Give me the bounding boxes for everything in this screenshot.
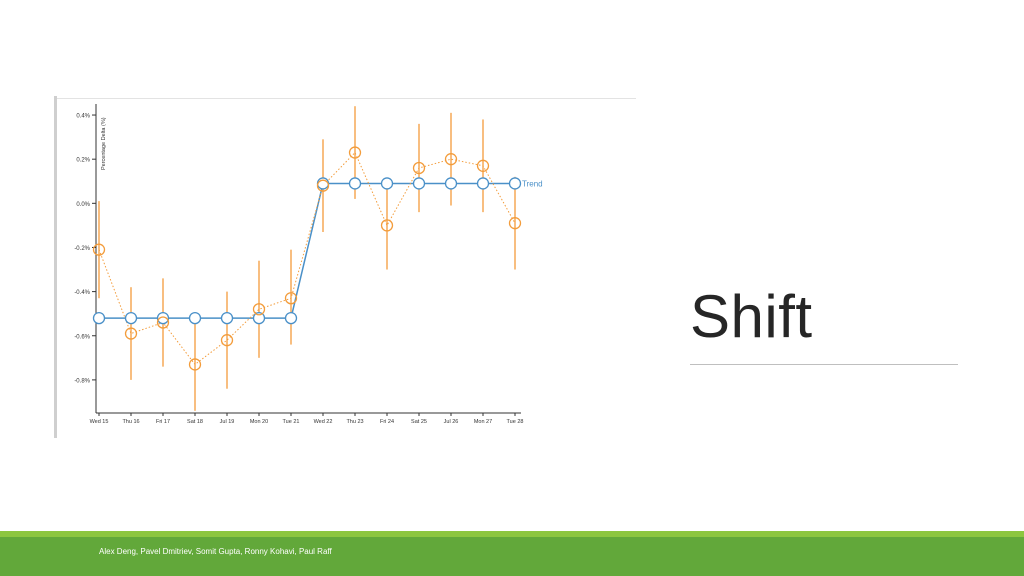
- percentage-delta-chart: -0.8% -0.6% -0.4% -0.2% 0.0% 0.2% 0.4% Percenta…: [74, 104, 543, 425]
- delta-point: [284, 292, 298, 305]
- delta-point: [316, 179, 330, 192]
- x-tick-label: Tue 21: [283, 419, 300, 425]
- x-tick-label: Mon 20: [250, 419, 268, 425]
- x-tick-label: Sat 25: [411, 419, 427, 425]
- trend-point: [252, 311, 266, 325]
- trend-point: [284, 311, 298, 325]
- delta-point: [380, 219, 394, 232]
- chart-panel: -0.8% -0.6% -0.4% -0.2% 0.0% 0.2% 0.4% Percenta…: [54, 96, 636, 438]
- trend-point: [380, 177, 394, 190]
- delta-point: [252, 303, 266, 316]
- y-tick-label: 0.0%: [76, 202, 90, 208]
- trend-point: [412, 177, 426, 190]
- x-tick-label: Thu 16: [122, 419, 139, 425]
- delta-point: [476, 159, 490, 172]
- trend-point: [444, 177, 458, 190]
- delta-point: [508, 217, 522, 230]
- y-tick-label: -0.2%: [74, 246, 90, 252]
- delta-point: [188, 358, 202, 371]
- trend-point: [124, 311, 138, 325]
- x-tick-label: Mon 27: [474, 419, 492, 425]
- y-tick-label: -0.6%: [74, 334, 90, 340]
- x-tick-label: Fri 24: [380, 419, 394, 425]
- y-tick-label: 0.2%: [76, 158, 90, 164]
- trend-point: [220, 311, 234, 325]
- trend-line: [99, 182, 515, 319]
- x-tick-label: Wed 22: [314, 419, 333, 425]
- trend-label: Trend: [522, 179, 543, 188]
- footer-authors: Alex Deng, Pavel Dmitriev, Somit Gupta, …: [99, 547, 332, 556]
- panel-top-border: [54, 98, 636, 99]
- trend-point: [348, 177, 362, 190]
- footer-accent-stripe: [0, 531, 1024, 537]
- x-tick-label: Fri 17: [156, 419, 170, 425]
- trend-point: [92, 311, 106, 325]
- y-tick-label: -0.8%: [74, 378, 90, 384]
- trend-point: [156, 311, 170, 325]
- delta-point: [412, 161, 426, 175]
- delta-point: [348, 146, 362, 159]
- panel-left-border: [54, 96, 57, 438]
- delta-point: [92, 243, 106, 256]
- footer-bar: [0, 537, 1024, 576]
- trend-point: [508, 177, 522, 190]
- x-tick-label: Tue 28: [507, 419, 524, 425]
- x-tick-label: Wed 15: [90, 419, 109, 425]
- slide-title: Shift: [690, 283, 813, 350]
- delta-point: [156, 316, 170, 329]
- y-tick-label: 0.4%: [76, 114, 90, 120]
- trend-point: [476, 177, 490, 190]
- x-tick-label: Jul 19: [220, 419, 235, 425]
- x-tick-label: Sat 18: [187, 419, 203, 425]
- y-tick-label: -0.4%: [74, 290, 90, 296]
- title-underline: [690, 364, 958, 365]
- delta-point: [220, 334, 234, 347]
- x-tick-label: Thu 23: [346, 419, 363, 425]
- x-tick-label: Jul 26: [444, 419, 459, 425]
- delta-point: [124, 327, 138, 340]
- delta-point: [444, 153, 458, 166]
- trend-point: [188, 311, 202, 325]
- y-axis-label: Percentage Delta (%): [101, 117, 107, 170]
